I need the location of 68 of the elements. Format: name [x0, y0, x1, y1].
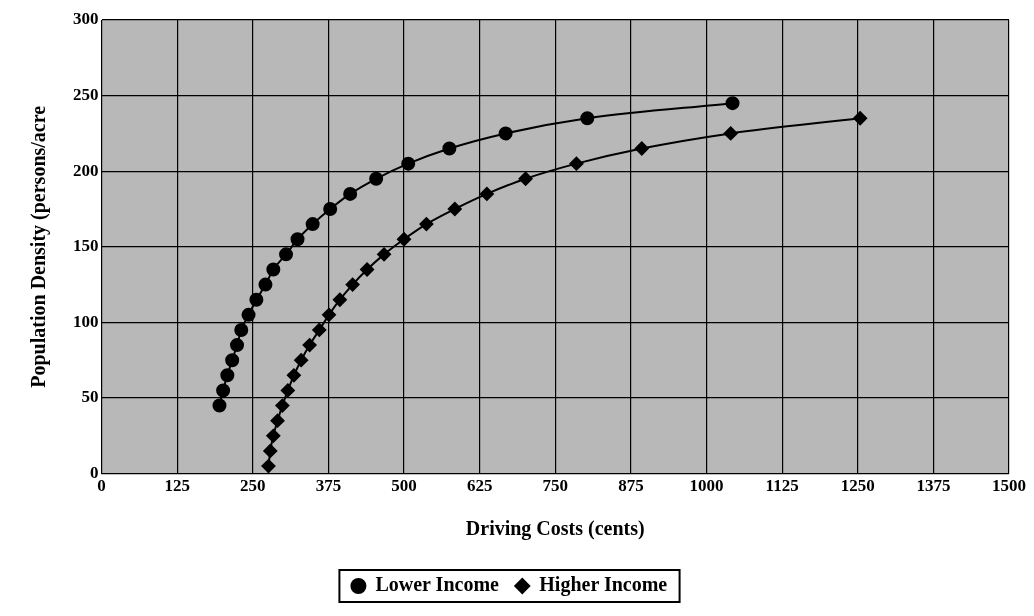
x-tick-label: 125 [164, 476, 190, 496]
point [343, 186, 358, 201]
point [634, 141, 649, 156]
point [280, 383, 295, 398]
point [332, 292, 347, 307]
x-tick-label: 250 [240, 476, 266, 496]
point [286, 368, 301, 383]
point [580, 111, 595, 126]
point [270, 413, 285, 428]
point [442, 141, 457, 156]
point [377, 247, 392, 262]
point [723, 126, 738, 141]
point [234, 322, 249, 337]
y-tick-label: 300 [73, 9, 99, 29]
point [290, 232, 305, 247]
x-tick-label: 375 [315, 476, 342, 496]
legend-label: Lower Income [375, 573, 500, 596]
point [230, 338, 245, 353]
point [261, 459, 276, 474]
point [220, 368, 235, 383]
point [419, 217, 434, 232]
point [294, 353, 309, 368]
y-tick-label: 150 [73, 236, 99, 256]
x-tick-label: 1500 [992, 476, 1026, 496]
point [216, 383, 231, 398]
point [518, 171, 533, 186]
x-tick-label: 625 [466, 476, 493, 496]
point [263, 443, 278, 458]
point [853, 111, 868, 126]
point [569, 156, 584, 171]
point [266, 428, 281, 443]
point [479, 186, 494, 201]
point [345, 277, 360, 292]
x-tick-label: 1250 [840, 476, 875, 496]
point [305, 217, 320, 232]
point [225, 353, 240, 368]
point [498, 126, 513, 141]
y-axis-title: Population Density (persons/acre [27, 105, 51, 388]
x-tick-label: 875 [618, 476, 644, 496]
point [360, 262, 375, 277]
y-tick-label: 100 [73, 311, 99, 331]
point [266, 262, 281, 277]
point [249, 292, 264, 307]
point [258, 277, 273, 292]
point [401, 156, 416, 171]
x-tick-label: 1125 [765, 476, 799, 496]
point [321, 307, 336, 322]
x-tick-label: 750 [542, 476, 568, 496]
point [725, 96, 740, 111]
legend-label: Higher Income [539, 573, 668, 597]
point [369, 171, 384, 186]
point [397, 232, 411, 247]
x-axis-title: Driving Costs (cents) [465, 517, 645, 541]
point [275, 398, 290, 413]
x-tick-label: 1375 [916, 476, 951, 496]
point [323, 202, 338, 216]
point [241, 307, 256, 322]
point [279, 247, 294, 262]
x-tick-label: 500 [391, 476, 417, 496]
point [312, 322, 327, 337]
y-tick-label: 250 [73, 84, 99, 104]
y-tick-label: 200 [73, 160, 99, 180]
point [212, 398, 227, 413]
point [447, 202, 462, 216]
point [302, 338, 317, 353]
y-tick-label: 0 [90, 462, 99, 482]
y-tick-label: 50 [81, 387, 99, 407]
x-tick-label: 1000 [689, 476, 724, 496]
